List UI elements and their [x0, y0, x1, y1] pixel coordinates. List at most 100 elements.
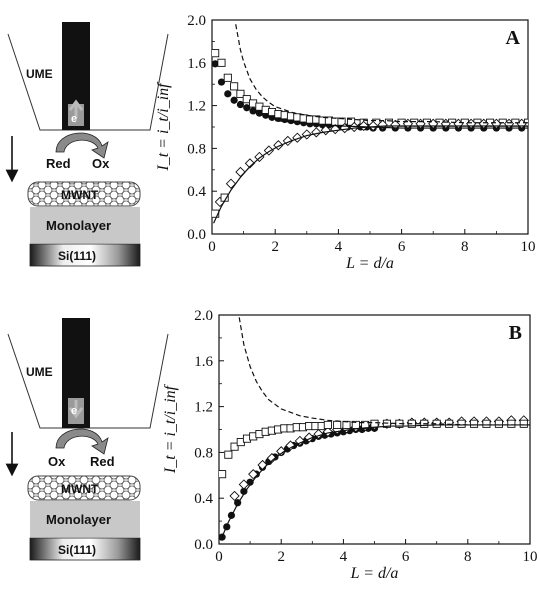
electron-arrow-icon	[68, 99, 84, 118]
y-axis-label: I_t = i_t/i_inf	[155, 81, 172, 172]
solid-theory-curve	[213, 125, 528, 224]
data-point-open-square	[361, 420, 370, 429]
si-substrate	[29, 537, 141, 561]
substrate-label: Si(111)	[58, 249, 96, 263]
mwnt-label: MWNT	[61, 188, 99, 202]
y-tick-label: 0.4	[194, 491, 213, 507]
y-axis-label: I_t = i_t/i_inf	[162, 383, 179, 474]
data-point-filled-circle	[236, 100, 245, 109]
data-point-open-square	[323, 420, 332, 429]
ume-glass-outline	[7, 33, 169, 131]
solid-theory-curve	[220, 424, 530, 541]
data-point-open-square	[507, 419, 516, 428]
y-tick-label: 2.0	[187, 13, 206, 29]
data-point-open-square	[382, 419, 391, 428]
data-point-filled-circle	[243, 104, 251, 112]
panel-label: A	[506, 27, 521, 49]
x-tick-label: 10	[521, 239, 536, 255]
data-point-open-diamond	[294, 435, 305, 447]
y-tick-label: 1.2	[187, 99, 206, 115]
data-point-open-square	[212, 209, 220, 218]
x-tick-label: 4	[335, 239, 343, 255]
x-axis-label: L = d/a	[345, 255, 394, 272]
x-tick-label: 0	[215, 549, 223, 565]
y-tick-label: 2.0	[194, 308, 213, 324]
plot-area	[212, 24, 528, 224]
data-point-open-square	[469, 419, 479, 428]
y-tick-label: 0.0	[194, 537, 213, 553]
product-label: Red	[90, 454, 115, 469]
data-point-open-square	[230, 442, 239, 451]
data-point-open-diamond	[229, 490, 240, 502]
data-point-open-diamond	[266, 452, 278, 464]
data-point-open-diamond	[368, 120, 379, 132]
x-tick-label: 6	[398, 239, 406, 255]
schematic-panel-b: UME e Ox Red MWNT Monolayer Si(111)	[5, 318, 169, 561]
data-point-open-square	[457, 419, 466, 428]
data-point-open-square	[217, 58, 226, 67]
x-tick-label: 2	[277, 549, 285, 565]
x-tick-label: 6	[402, 549, 410, 565]
data-point-open-diamond	[390, 119, 401, 130]
data-point-open-square	[333, 420, 342, 429]
y-tick-label: 0.8	[187, 141, 206, 157]
chart-panel-a: 0 2 4 6 8 10 0.0 0.4 0.8 1.2 1.6 2.0 L = d/a I_t = i_…	[155, 13, 536, 272]
schematic-panel-a: UME e Red Ox MWNT Monolayer Si(111)	[5, 22, 169, 267]
data-point-open-diamond	[285, 440, 296, 451]
data-point-open-square	[342, 420, 351, 429]
monolayer-block	[30, 501, 140, 537]
data-point-open-square	[236, 89, 245, 98]
data-point-filled-circle	[212, 60, 219, 68]
electron-label: e	[71, 405, 77, 417]
y-tick-label: 0.8	[194, 445, 213, 461]
y-tick-label: 0.0	[187, 227, 206, 243]
solid-theory-curve	[275, 119, 528, 129]
substrate-label: Si(111)	[58, 543, 96, 557]
dashed-theory-curve	[238, 317, 530, 426]
si-substrate	[29, 243, 141, 267]
redox-curved-arrow-icon	[55, 132, 109, 159]
data-point-open-square	[519, 419, 528, 428]
data-point-open-diamond	[248, 469, 259, 480]
data-point-filled-circle	[240, 487, 248, 495]
data-point-open-diamond	[235, 166, 246, 178]
data-point-open-square	[337, 117, 346, 126]
mwnt-layer	[27, 475, 141, 501]
ume-glass-outline	[7, 333, 169, 429]
x-axis-label: L = d/a	[350, 565, 399, 582]
data-point-open-diamond	[238, 479, 250, 490]
product-label: Ox	[92, 156, 110, 171]
reactant-label: Red	[46, 156, 71, 171]
y-tick-label: 1.6	[187, 56, 206, 72]
plot-area	[219, 317, 530, 541]
x-tick-label: 2	[271, 239, 279, 255]
redox-curved-arrow-icon	[55, 428, 109, 455]
data-point-open-square	[482, 419, 491, 428]
monolayer-block	[30, 207, 140, 243]
electron-arrow-icon	[68, 400, 84, 419]
monolayer-label: Monolayer	[46, 512, 111, 527]
data-point-filled-circle	[249, 107, 257, 115]
data-point-open-square	[494, 419, 503, 428]
data-point-filled-circle	[255, 109, 263, 117]
data-point-open-square	[223, 73, 232, 82]
data-point-open-diamond	[276, 446, 287, 457]
reactant-label: Ox	[48, 454, 66, 469]
electron-label: e	[71, 113, 77, 125]
mwnt-layer	[27, 181, 141, 207]
x-tick-label: 8	[464, 549, 472, 565]
x-tick-label: 8	[461, 239, 469, 255]
data-point-open-square	[230, 82, 239, 91]
data-point-open-diamond	[311, 127, 322, 138]
ume-label: UME	[26, 67, 53, 81]
data-point-filled-circle	[230, 96, 238, 104]
mwnt-label: MWNT	[61, 482, 99, 496]
dashed-theory-curve	[235, 24, 528, 124]
x-tick-label: 10	[523, 549, 538, 565]
data-point-open-square	[219, 470, 227, 479]
y-tick-label: 0.4	[187, 184, 206, 200]
y-tick-label: 1.6	[194, 354, 213, 370]
data-point-filled-circle	[217, 78, 226, 86]
data-point-open-square	[212, 49, 220, 58]
